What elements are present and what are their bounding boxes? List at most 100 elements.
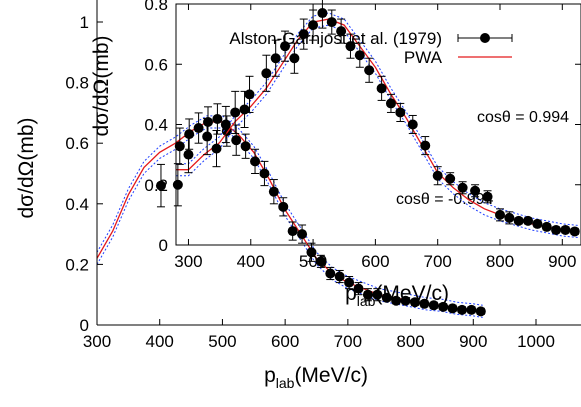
- x-tick-label: 700: [424, 252, 452, 271]
- inset-data-point: [482, 190, 493, 204]
- marker: [376, 83, 387, 94]
- legend: Alston-Garnjost et al. (1979) PWA: [229, 29, 513, 67]
- marker: [280, 41, 291, 52]
- inset-data-point: [407, 114, 418, 135]
- marker: [287, 226, 298, 237]
- marker: [211, 143, 222, 154]
- main-data-point: [174, 127, 185, 165]
- y-tick-label: 0.8: [144, 0, 168, 14]
- y-tick-label: 0.2: [65, 255, 89, 274]
- main-data-point: [325, 266, 336, 281]
- marker: [482, 191, 493, 202]
- inset-data-point: [376, 75, 387, 101]
- inset-data-point: [569, 226, 580, 237]
- marker: [395, 107, 406, 118]
- marker: [385, 98, 396, 109]
- inset-data-points: [172, 0, 580, 237]
- inset-data-point: [457, 181, 468, 195]
- marker: [326, 17, 337, 28]
- marker: [569, 226, 580, 237]
- main-ticks: 300 400 500 600 700 800 900 1000 0 0.2 0.4 0.6 0.8 1: [65, 13, 555, 351]
- inset-data-point: [470, 184, 481, 198]
- main-data-point: [212, 103, 223, 135]
- marker: [400, 295, 411, 306]
- x-tick-label: 600: [271, 332, 299, 351]
- y-tick-label: 0.6: [65, 134, 89, 153]
- marker: [447, 303, 458, 314]
- inset-data-point: [513, 215, 524, 226]
- main-data-point: [306, 242, 317, 262]
- main-data-point: [475, 306, 486, 317]
- inset-data-point: [345, 33, 356, 59]
- main-data-point: [438, 301, 449, 312]
- marker: [250, 156, 261, 167]
- marker: [457, 182, 468, 193]
- inset-data-point: [244, 75, 255, 113]
- marker: [240, 141, 251, 152]
- marker: [560, 224, 571, 235]
- inset-data-point: [504, 211, 515, 225]
- marker: [409, 297, 420, 308]
- marker: [336, 26, 347, 37]
- marker: [270, 53, 281, 64]
- marker: [419, 298, 430, 309]
- marker: [308, 20, 319, 31]
- marker: [551, 224, 562, 235]
- inset-data-point: [551, 224, 562, 235]
- marker: [364, 65, 375, 76]
- y-tick-label: 0.4: [65, 195, 89, 214]
- inset-data-point: [445, 172, 456, 186]
- marker: [298, 29, 309, 40]
- x-tick-label: 1000: [517, 332, 555, 351]
- x-tick-label: 800: [396, 332, 424, 351]
- main-data-point: [400, 295, 411, 306]
- y-tick-label: 0.4: [144, 116, 168, 135]
- main-data-points: [155, 103, 486, 317]
- marker: [220, 119, 231, 130]
- main-data-point: [240, 133, 251, 159]
- marker: [456, 304, 467, 315]
- main-data-point: [353, 282, 364, 296]
- marker: [391, 295, 402, 306]
- marker: [420, 140, 431, 151]
- marker: [475, 306, 486, 317]
- marker: [261, 68, 272, 79]
- main-data-point: [391, 295, 402, 306]
- marker: [513, 215, 524, 226]
- inset-data-point: [420, 136, 431, 156]
- marker: [306, 247, 317, 258]
- marker: [203, 116, 214, 127]
- marker: [438, 301, 449, 312]
- x-tick-label: 300: [174, 252, 202, 271]
- inset-plot: 300 400 500 600 700 800 900 0 0.2 0.4 0.6 0.8 cosθ =…: [90, 0, 581, 309]
- marker: [155, 180, 166, 191]
- legend-model-label: PWA: [404, 48, 443, 67]
- inset-data-point: [202, 117, 213, 156]
- main-data-point: [447, 303, 458, 314]
- main-data-point: [268, 179, 279, 205]
- main-data-point: [428, 300, 439, 311]
- inset-data-point: [336, 18, 347, 44]
- x-tick-label: 400: [237, 252, 265, 271]
- x-tick-label: 900: [548, 252, 576, 271]
- marker: [212, 113, 223, 124]
- main-data-point: [297, 224, 308, 244]
- x-tick-label: 500: [299, 252, 327, 271]
- x-tick-label: 900: [459, 332, 487, 351]
- marker: [495, 209, 505, 220]
- x-tick-label: 300: [83, 332, 111, 351]
- marker: [541, 221, 552, 232]
- main-plot: 300 400 500 600 700 800 900 1000 0 0.2 0.4 0.6 0.8 1 c…: [15, 0, 581, 391]
- inset-data-point: [220, 105, 231, 144]
- y-tick-label: 0.8: [65, 74, 89, 93]
- marker: [244, 89, 255, 100]
- y-tick-label: 0.2: [144, 176, 168, 195]
- y-tick-label: 0: [159, 236, 168, 255]
- marker: [362, 289, 373, 300]
- y-tick-label: 0.6: [144, 55, 168, 74]
- x-tick-label: 500: [208, 332, 236, 351]
- marker: [432, 170, 443, 181]
- marker: [407, 119, 418, 130]
- inset-data-point: [495, 208, 505, 222]
- marker: [315, 256, 326, 267]
